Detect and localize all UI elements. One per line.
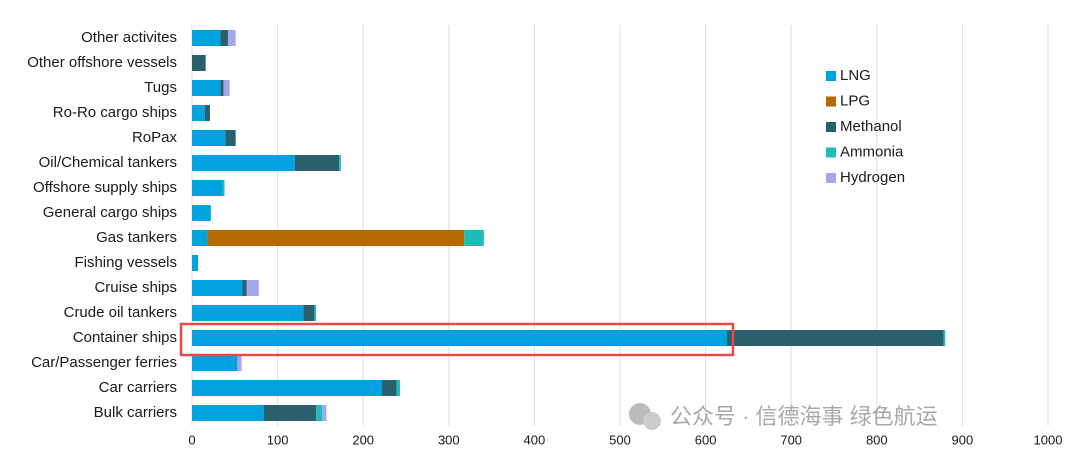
x-tick-label: 0 xyxy=(188,432,195,447)
bar-segment xyxy=(192,80,221,96)
y-tick-label: Tugs xyxy=(144,79,177,96)
legend-swatch xyxy=(826,173,836,183)
legend-label: Hydrogen xyxy=(840,169,905,186)
bar-segment xyxy=(192,230,208,246)
bar-segment xyxy=(242,280,247,296)
y-tick-label: Gas tankers xyxy=(96,229,177,246)
legend-label: LNG xyxy=(840,67,871,84)
x-tick-label: 700 xyxy=(780,432,802,447)
bar-segment xyxy=(192,280,243,296)
y-tick-label: Offshore supply ships xyxy=(33,179,177,196)
y-tick-label: Cruise ships xyxy=(94,279,177,296)
bar-segment xyxy=(339,155,341,171)
bar-segment xyxy=(322,405,327,421)
bar-segment xyxy=(303,305,315,321)
legend-label: Methanol xyxy=(840,118,902,135)
bar-segment xyxy=(192,330,727,346)
watermark: 公众号 · 信德海事 绿色航运 xyxy=(670,404,938,429)
y-tick-label: RoPax xyxy=(132,129,178,146)
y-tick-label: Oil/Chemical tankers xyxy=(39,154,177,171)
x-tick-label: 100 xyxy=(267,432,289,447)
bar-segment xyxy=(222,180,225,196)
bar-segment xyxy=(396,380,401,396)
bar-segment xyxy=(192,405,264,421)
y-tick-label: Fishing vessels xyxy=(74,254,177,271)
y-tick-label: Other activites xyxy=(81,29,177,46)
legend-swatch xyxy=(826,96,836,107)
bar-segment xyxy=(227,30,236,46)
bar-segment xyxy=(192,205,211,221)
y-tick-label: Other offshore vessels xyxy=(27,54,177,71)
legend-swatch xyxy=(826,71,836,81)
bar-segment xyxy=(314,305,317,321)
bar-segment xyxy=(192,355,238,371)
bar-segment xyxy=(225,130,236,146)
bars xyxy=(192,30,946,421)
x-tick-label: 500 xyxy=(609,432,631,447)
x-tick-label: 400 xyxy=(524,432,546,447)
legend-label: LPG xyxy=(840,92,870,109)
x-tick-label: 200 xyxy=(352,432,374,447)
y-tick-label: General cargo ships xyxy=(43,204,177,221)
x-tick-label: 900 xyxy=(952,432,974,447)
bar-segment xyxy=(220,80,224,96)
bar-segment xyxy=(192,130,226,146)
x-tick-label: 300 xyxy=(438,432,460,447)
y-tick-label: Crude oil tankers xyxy=(64,304,177,321)
bar-segment xyxy=(192,180,223,196)
legend-swatch xyxy=(826,122,836,132)
bar-segment xyxy=(192,305,304,321)
x-tick-label: 800 xyxy=(866,432,888,447)
x-tick-label: 1000 xyxy=(1034,432,1063,447)
y-tick-label: Car carriers xyxy=(99,379,177,396)
bar-segment xyxy=(192,255,198,271)
bar-segment xyxy=(223,80,230,96)
bar-segment xyxy=(316,405,323,421)
bar-segment xyxy=(207,230,465,246)
y-tick-label: Bulk carriers xyxy=(94,404,177,421)
bar-segment xyxy=(246,280,259,296)
bar-segment xyxy=(204,105,210,121)
watermark-icon xyxy=(629,403,661,430)
bar-segment xyxy=(192,380,383,396)
y-tick-label: Ro-Ro cargo ships xyxy=(53,104,177,121)
bar-segment xyxy=(263,405,317,421)
bar-segment xyxy=(382,380,397,396)
bar-segment xyxy=(192,55,206,71)
y-tick-label: Container ships xyxy=(73,329,177,346)
bar-segment xyxy=(294,155,340,171)
bar-segment xyxy=(464,230,484,246)
bar-segment xyxy=(237,355,242,371)
legend-label: Ammonia xyxy=(840,143,904,160)
y-tick-label: Car/Passenger ferries xyxy=(31,354,177,371)
bar-segment xyxy=(192,30,221,46)
grid xyxy=(191,25,1049,426)
bar-segment xyxy=(192,105,205,121)
bar-segment xyxy=(192,155,295,171)
legend-swatch xyxy=(826,147,836,158)
highlight-box xyxy=(179,322,735,357)
bar-segment xyxy=(220,30,228,46)
x-tick-label: 600 xyxy=(695,432,717,447)
bar-segment xyxy=(943,330,946,346)
bar-segment xyxy=(727,330,944,346)
